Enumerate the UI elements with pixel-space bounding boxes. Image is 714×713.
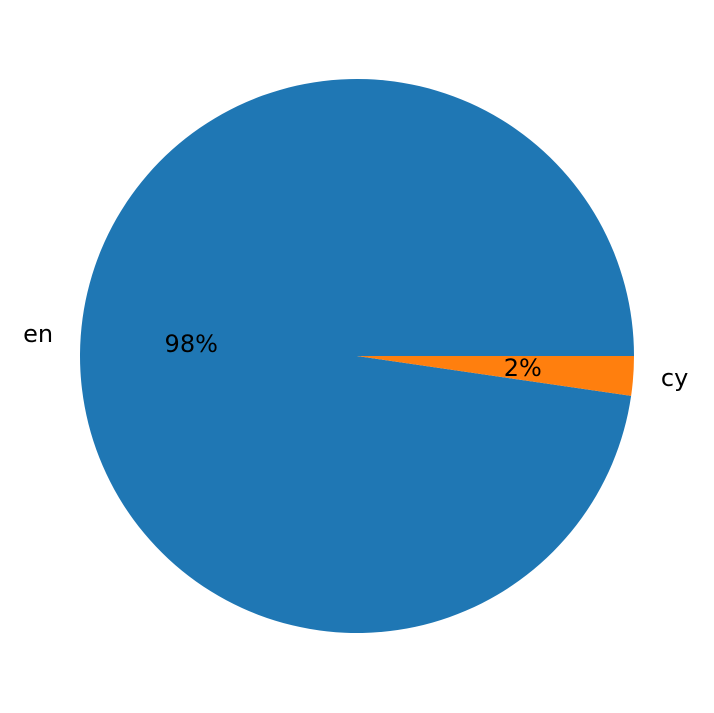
slice-label-en: en [23,320,53,348]
slice-label-cy: cy [661,364,688,392]
pie-slice-en [80,79,634,634]
pie-slice-cy [357,356,634,396]
slice-percent-en: 98% [165,330,218,358]
slice-percent-cy: 2% [504,354,542,382]
